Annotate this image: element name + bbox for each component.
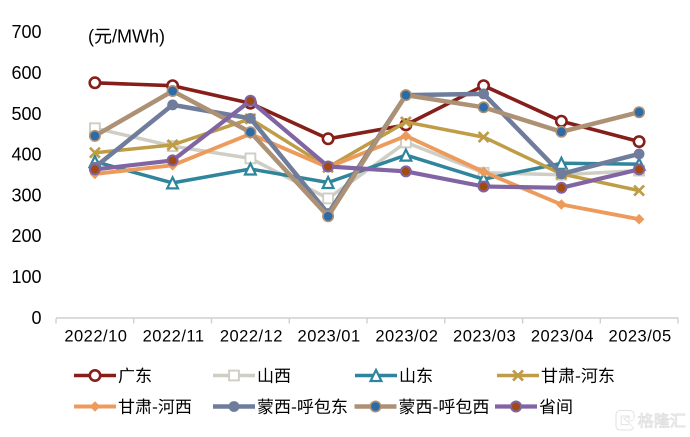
svg-text:600: 600 bbox=[11, 63, 41, 83]
svg-text:0: 0 bbox=[31, 308, 41, 328]
svg-text:500: 500 bbox=[11, 104, 41, 124]
svg-text:/MWh): /MWh) bbox=[112, 27, 165, 47]
svg-text:700: 700 bbox=[11, 22, 41, 42]
svg-text:2023/05: 2023/05 bbox=[609, 328, 672, 346]
svg-text:2023/01: 2023/01 bbox=[298, 328, 361, 346]
svg-text:2022/11: 2022/11 bbox=[143, 328, 205, 346]
svg-text:200: 200 bbox=[11, 226, 41, 246]
svg-text:2023/03: 2023/03 bbox=[453, 328, 516, 346]
svg-text:400: 400 bbox=[11, 145, 41, 165]
svg-text:300: 300 bbox=[11, 185, 41, 205]
svg-text:100: 100 bbox=[11, 267, 41, 287]
svg-text:(: ( bbox=[88, 27, 94, 47]
svg-text:2022/10: 2022/10 bbox=[64, 328, 127, 346]
svg-text:2022/12: 2022/12 bbox=[220, 328, 283, 346]
svg-text:2023/04: 2023/04 bbox=[531, 328, 594, 346]
svg-text:2023/02: 2023/02 bbox=[375, 328, 438, 346]
